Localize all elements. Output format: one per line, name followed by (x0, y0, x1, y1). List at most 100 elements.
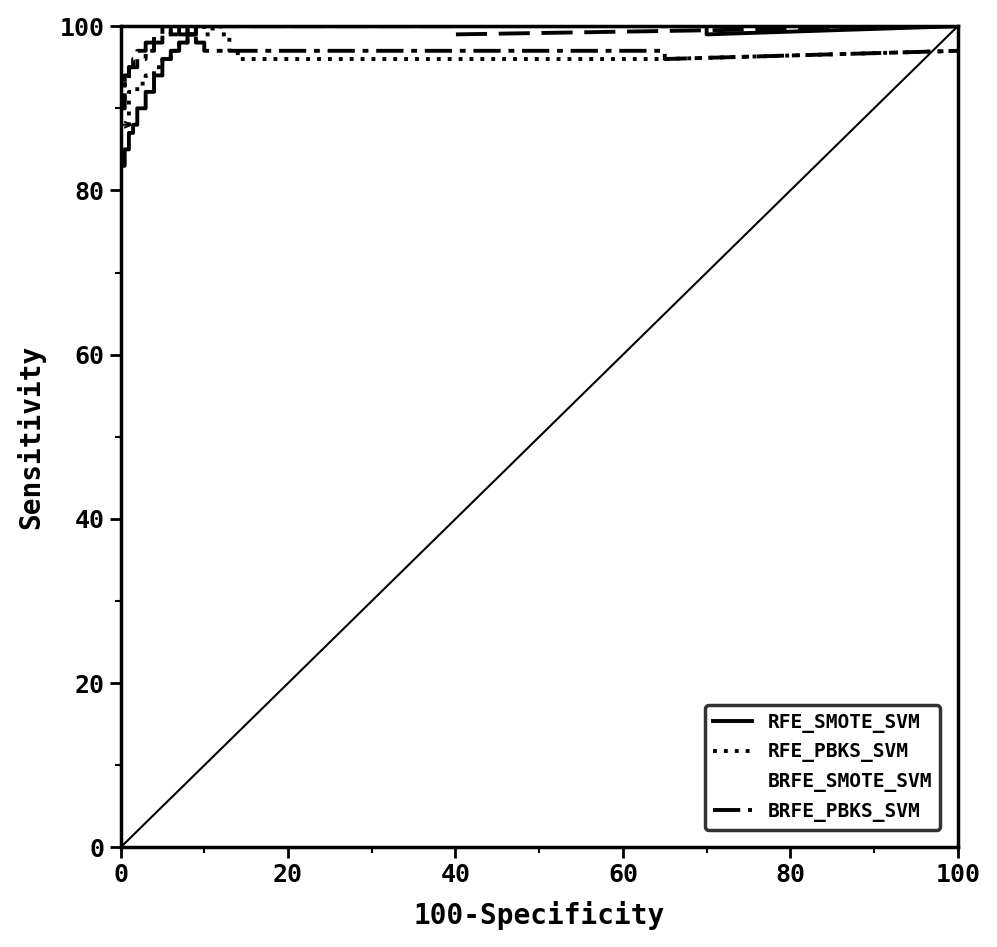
BRFE_SMOTE_SVM (132, 53, 144, 64)
RFE_SMOTE_SVM (123, 127, 135, 138)
RFE_PBKS_SVM (140, 78, 152, 89)
Legend: RFE_SMOTE_SVM, RFE_PBKS_SVM, BRFE_SMOTE_SVM, BRFE_PBKS_SVM: RFE_SMOTE_SVM, RFE_PBKS_SVM, BRFE_SMOTE_… (705, 705, 940, 830)
BRFE_SMOTE_SVM (450, 28, 462, 40)
BRFE_PBKS_SVM (123, 62, 135, 73)
RFE_SMOTE_SVM (140, 86, 152, 98)
BRFE_SMOTE_SVM (127, 62, 139, 73)
BRFE_SMOTE_SVM (140, 37, 152, 48)
RFE_SMOTE_SVM (189, 21, 201, 32)
RFE_PBKS_SVM (165, 45, 176, 57)
RFE_SMOTE_SVM (127, 119, 139, 131)
BRFE_PBKS_SVM (123, 78, 135, 89)
BRFE_PBKS_SVM (148, 37, 160, 48)
BRFE_SMOTE_SVM (450, 21, 462, 32)
BRFE_SMOTE_SVM (119, 95, 131, 106)
RFE_PBKS_SVM (173, 37, 185, 48)
BRFE_SMOTE_SVM (181, 28, 193, 40)
BRFE_SMOTE_SVM (198, 21, 210, 32)
BRFE_SMOTE_SVM (189, 21, 201, 32)
Line: RFE_SMOTE_SVM: RFE_SMOTE_SVM (121, 27, 958, 848)
BRFE_PBKS_SVM (115, 842, 127, 853)
BRFE_PBKS_SVM (173, 28, 185, 40)
BRFE_SMOTE_SVM (173, 21, 185, 32)
RFE_SMOTE_SVM (198, 21, 210, 32)
RFE_PBKS_SVM (115, 119, 127, 131)
BRFE_SMOTE_SVM (148, 37, 160, 48)
RFE_SMOTE_SVM (148, 86, 160, 98)
Line: RFE_PBKS_SVM: RFE_PBKS_SVM (121, 27, 958, 848)
RFE_PBKS_SVM (231, 45, 243, 57)
BRFE_PBKS_SVM (157, 28, 168, 40)
BRFE_PBKS_SVM (157, 37, 168, 48)
X-axis label: 100-Specificity: 100-Specificity (414, 902, 665, 930)
BRFE_SMOTE_SVM (173, 28, 185, 40)
RFE_PBKS_SVM (189, 21, 201, 32)
RFE_SMOTE_SVM (181, 37, 193, 48)
BRFE_SMOTE_SVM (952, 21, 964, 32)
RFE_PBKS_SVM (223, 28, 235, 40)
BRFE_PBKS_SVM (189, 37, 201, 48)
RFE_PBKS_SVM (148, 70, 160, 81)
RFE_SMOTE_SVM (181, 28, 193, 40)
RFE_SMOTE_SVM (165, 53, 176, 64)
BRFE_PBKS_SVM (165, 28, 176, 40)
BRFE_PBKS_SVM (132, 53, 144, 64)
BRFE_SMOTE_SVM (140, 45, 152, 57)
BRFE_PBKS_SVM (189, 21, 201, 32)
RFE_PBKS_SVM (181, 28, 193, 40)
Line: BRFE_SMOTE_SVM: BRFE_SMOTE_SVM (121, 27, 958, 848)
BRFE_SMOTE_SVM (115, 95, 127, 106)
RFE_SMOTE_SVM (132, 119, 144, 131)
Line: BRFE_PBKS_SVM: BRFE_PBKS_SVM (121, 27, 958, 848)
BRFE_SMOTE_SVM (123, 70, 135, 81)
BRFE_PBKS_SVM (173, 21, 185, 32)
BRFE_PBKS_SVM (148, 45, 160, 57)
BRFE_SMOTE_SVM (123, 62, 135, 73)
BRFE_PBKS_SVM (119, 78, 131, 89)
BRFE_SMOTE_SVM (157, 28, 168, 40)
BRFE_PBKS_SVM (659, 45, 671, 57)
RFE_SMOTE_SVM (952, 21, 964, 32)
RFE_SMOTE_SVM (157, 53, 168, 64)
BRFE_PBKS_SVM (115, 102, 127, 114)
RFE_PBKS_SVM (189, 28, 201, 40)
BRFE_SMOTE_SVM (189, 28, 201, 40)
BRFE_PBKS_SVM (198, 37, 210, 48)
RFE_SMOTE_SVM (701, 21, 713, 32)
RFE_SMOTE_SVM (157, 70, 168, 81)
RFE_PBKS_SVM (198, 28, 210, 40)
RFE_SMOTE_SVM (119, 144, 131, 155)
RFE_PBKS_SVM (206, 21, 218, 32)
BRFE_PBKS_SVM (659, 53, 671, 64)
RFE_PBKS_SVM (215, 21, 227, 32)
RFE_PBKS_SVM (140, 70, 152, 81)
RFE_SMOTE_SVM (123, 144, 135, 155)
RFE_PBKS_SVM (659, 53, 671, 64)
BRFE_SMOTE_SVM (148, 28, 160, 40)
RFE_PBKS_SVM (198, 21, 210, 32)
RFE_PBKS_SVM (173, 45, 185, 57)
BRFE_SMOTE_SVM (165, 28, 176, 40)
RFE_PBKS_SVM (123, 119, 135, 131)
BRFE_PBKS_SVM (181, 21, 193, 32)
RFE_PBKS_SVM (215, 28, 227, 40)
RFE_PBKS_SVM (181, 37, 193, 48)
RFE_SMOTE_SVM (701, 28, 713, 40)
BRFE_PBKS_SVM (132, 62, 144, 73)
BRFE_SMOTE_SVM (198, 21, 210, 32)
Y-axis label: Sensitivity: Sensitivity (17, 345, 46, 529)
BRFE_SMOTE_SVM (165, 21, 176, 32)
RFE_SMOTE_SVM (132, 102, 144, 114)
RFE_PBKS_SVM (123, 86, 135, 98)
BRFE_PBKS_SVM (952, 45, 964, 57)
RFE_PBKS_SVM (659, 53, 671, 64)
RFE_PBKS_SVM (157, 62, 168, 73)
RFE_SMOTE_SVM (148, 70, 160, 81)
BRFE_PBKS_SVM (119, 102, 131, 114)
BRFE_PBKS_SVM (140, 45, 152, 57)
RFE_SMOTE_SVM (119, 160, 131, 171)
RFE_PBKS_SVM (157, 53, 168, 64)
RFE_SMOTE_SVM (165, 45, 176, 57)
BRFE_SMOTE_SVM (127, 53, 139, 64)
BRFE_SMOTE_SVM (157, 21, 168, 32)
